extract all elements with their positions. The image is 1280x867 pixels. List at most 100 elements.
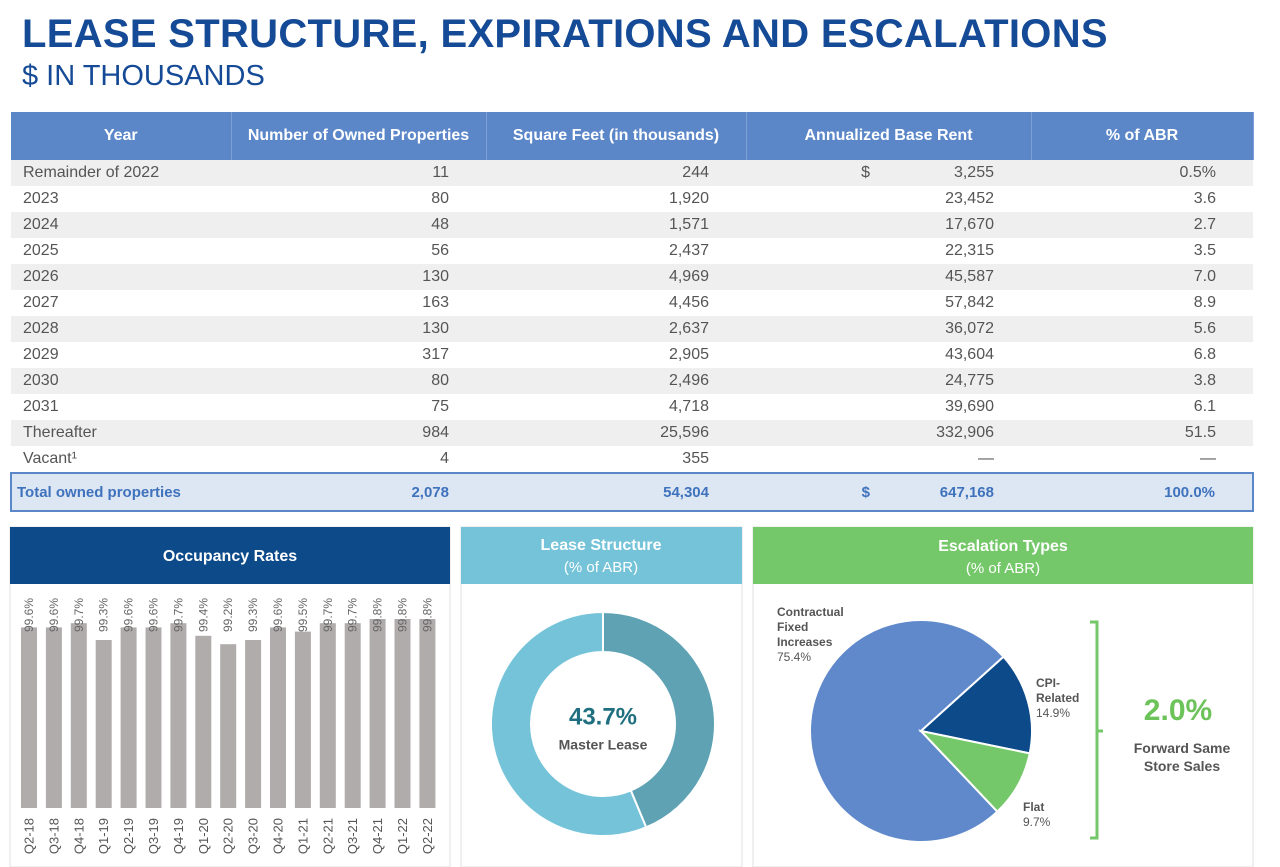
table-row: 2029 317 2,905 43,604 6.8 bbox=[11, 342, 1253, 368]
table-cell: 3,255 bbox=[876, 160, 1031, 186]
x-tick-label: Q4-20 bbox=[271, 818, 286, 854]
pie-slice bbox=[809, 619, 1005, 843]
value-label: 99.4% bbox=[196, 598, 210, 632]
x-tick-label: Q1-20 bbox=[196, 818, 211, 854]
table-cell: 1,920 bbox=[668, 190, 709, 207]
bar bbox=[270, 627, 286, 808]
table-cell: 11 bbox=[231, 160, 486, 186]
table-cell: Total owned properties bbox=[10, 472, 231, 512]
table-cell: 130 bbox=[231, 316, 486, 342]
bar bbox=[145, 627, 162, 808]
table-cell: Remainder of 2022 bbox=[11, 160, 231, 186]
x-tick-label: Q1-19 bbox=[96, 818, 111, 854]
table-row: 2026 130 4,969 45,587 7.0 bbox=[11, 264, 1253, 290]
value-label: 99.8% bbox=[420, 598, 434, 632]
slice-label-box: Contractual Fixed Increases 75.4% bbox=[777, 605, 857, 665]
table-cell: 100.0% bbox=[1031, 472, 1254, 512]
bar bbox=[220, 644, 237, 808]
slice-value: 75.4% bbox=[777, 650, 812, 664]
table-cell: 17,670 bbox=[876, 212, 1031, 238]
value-label: 99.7% bbox=[171, 598, 185, 632]
value-label: 99.7% bbox=[72, 598, 86, 632]
slice-label: CPI-Related bbox=[1036, 676, 1080, 705]
value-label: 99.6% bbox=[122, 598, 136, 632]
chart-title: Escalation Types bbox=[938, 538, 1068, 555]
value-label: 99.3% bbox=[97, 598, 111, 632]
bar bbox=[21, 627, 37, 808]
table-cell: 2028 bbox=[11, 316, 231, 342]
table-cell bbox=[746, 212, 876, 238]
bar bbox=[319, 623, 336, 808]
table-cell: 6.8 bbox=[1193, 346, 1216, 363]
table-row: 2030 80 2,496 24,775 3.8 bbox=[11, 368, 1253, 394]
table-cell: 2,078 bbox=[231, 472, 486, 512]
value-label: 99.7% bbox=[321, 598, 335, 632]
table-row: 2025 56 2,437 22,315 3.5 bbox=[11, 238, 1253, 264]
x-tick-label: Q2-18 bbox=[22, 818, 37, 854]
bar bbox=[45, 627, 62, 808]
page-subtitle: $ IN THOUSANDS bbox=[22, 60, 265, 92]
value-label: 99.8% bbox=[371, 598, 385, 632]
chart-subtitle: (% of ABR) bbox=[966, 560, 1040, 577]
table-cell: 2,905 bbox=[668, 346, 709, 363]
table-cell: 2,637 bbox=[486, 316, 746, 342]
x-tick-label: Q3-21 bbox=[345, 818, 360, 854]
table-cell bbox=[746, 264, 876, 290]
bar bbox=[95, 640, 112, 808]
bar bbox=[344, 623, 361, 808]
pie-slice bbox=[918, 729, 1031, 814]
table-cell: 3.6 bbox=[1193, 190, 1216, 207]
table-cell: 2,496 bbox=[486, 368, 746, 394]
table-cell: 48 bbox=[231, 212, 486, 238]
chart-title: Lease Structure bbox=[541, 537, 662, 554]
value-label: 99.6% bbox=[147, 598, 161, 632]
table-cell: 22,315 bbox=[945, 242, 994, 259]
slice-label-box: Flat 9.7% bbox=[1023, 800, 1078, 830]
table-cell: 56 bbox=[431, 242, 449, 259]
table-row: 2027 163 4,456 57,842 8.9 bbox=[11, 290, 1253, 316]
table-cell: 4,456 bbox=[668, 294, 709, 311]
bar bbox=[394, 619, 411, 808]
table-cell: 2025 bbox=[23, 242, 59, 259]
table-cell: 45,587 bbox=[876, 264, 1031, 290]
bar bbox=[369, 619, 386, 808]
table-cell: $ bbox=[746, 160, 876, 186]
table-cell: 57,842 bbox=[945, 294, 994, 311]
table-cell: — bbox=[978, 450, 994, 467]
table-cell: 7.0 bbox=[1031, 264, 1253, 290]
table-cell: 2030 bbox=[11, 368, 231, 394]
chart-title: Occupancy Rates bbox=[163, 548, 297, 565]
donut-segment bbox=[489, 610, 648, 837]
table-cell: 6.1 bbox=[1193, 398, 1216, 415]
table-cell: — bbox=[1200, 450, 1216, 467]
x-tick-label: Q3-19 bbox=[146, 818, 161, 854]
x-tick-label: Q4-21 bbox=[370, 818, 385, 854]
table-cell: 2026 bbox=[11, 264, 231, 290]
table-cell: 43,604 bbox=[945, 346, 994, 363]
bar bbox=[195, 635, 212, 808]
table-cell: 244 bbox=[486, 160, 746, 186]
column-header: Annualized Base Rent bbox=[746, 112, 1032, 160]
annotation-label: Forward Same Store Sales bbox=[1133, 740, 1231, 774]
table-cell: 75 bbox=[431, 398, 449, 415]
value-label: 99.8% bbox=[396, 598, 410, 632]
table-cell: 5.6 bbox=[1031, 316, 1253, 342]
table-row: 2024 48 1,571 17,670 2.7 bbox=[11, 212, 1253, 238]
table-cell: 4,969 bbox=[486, 264, 746, 290]
x-tick-label: Q3-20 bbox=[246, 818, 261, 854]
table-cell: 2027 bbox=[23, 294, 59, 311]
column-header: Square Feet (in thousands) bbox=[486, 112, 747, 160]
table-cell: 54,304 bbox=[486, 472, 746, 512]
table-cell: 647,168 bbox=[876, 472, 1031, 512]
slice-label-box: CPI-Related 14.9% bbox=[1036, 676, 1091, 721]
value-label: 99.6% bbox=[47, 598, 61, 632]
table-cell: 2031 bbox=[23, 398, 59, 415]
annotation-value: 2.0% bbox=[1144, 694, 1212, 727]
table-cell: 39,690 bbox=[945, 398, 994, 415]
table-cell: 2,437 bbox=[668, 242, 709, 259]
bar bbox=[245, 640, 262, 808]
table-cell: 130 bbox=[231, 264, 486, 290]
table-cell: 4,718 bbox=[668, 398, 709, 415]
column-header: Year bbox=[11, 112, 232, 160]
table-cell: 36,072 bbox=[876, 316, 1031, 342]
